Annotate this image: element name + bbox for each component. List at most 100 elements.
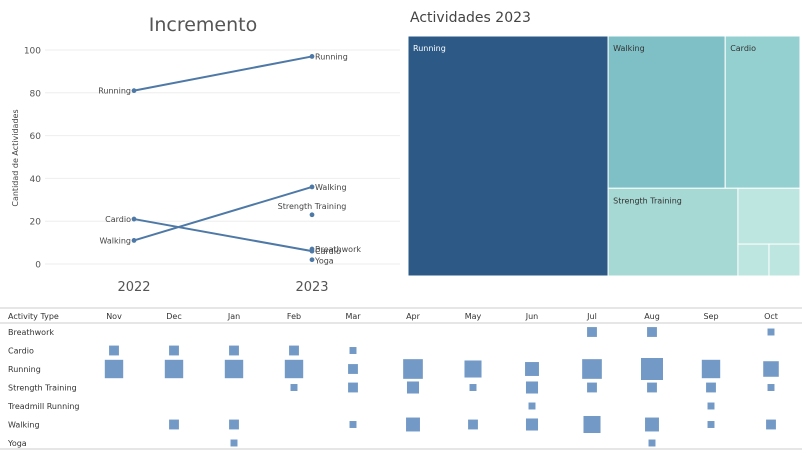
heat-mark [403, 359, 423, 379]
data-point [309, 212, 315, 218]
data-point [309, 246, 315, 252]
data-point [131, 238, 137, 243]
column-header: Aug [644, 312, 660, 321]
point-label: Yoga [314, 257, 334, 266]
heat-mark [707, 402, 715, 410]
treemap-cell [737, 243, 770, 276]
row-label: Cardio [8, 347, 34, 356]
heat-mark [468, 419, 478, 430]
column-header: Jul [586, 312, 597, 321]
y-tick-label: 40 [30, 175, 42, 185]
row-label: Treadmill Running [7, 402, 80, 411]
point-label: Walking [315, 183, 347, 192]
row-header-label: Activity Type [8, 312, 59, 321]
heat-mark [587, 382, 597, 393]
heat-mark [647, 382, 657, 393]
treemap-cell [607, 187, 739, 276]
series-line [133, 55, 313, 92]
point-label: Running [98, 87, 131, 96]
data-point [309, 184, 315, 190]
row-label: Strength Training [8, 384, 77, 393]
point-label: Strength Training [278, 202, 347, 211]
heat-mark [169, 345, 179, 356]
column-header: Jun [525, 312, 539, 321]
treemap-chart: Running Walking Cardio Strength Training [408, 36, 800, 276]
heat-mark [525, 418, 539, 431]
row-label: Yoga [7, 439, 27, 448]
heat-mark [763, 361, 779, 377]
heat-mark [229, 345, 239, 356]
heat-mark [104, 359, 124, 379]
heat-mark [349, 421, 357, 428]
heat-mark [109, 345, 119, 356]
column-header: Feb [287, 312, 301, 321]
activity-heatmap: Activity Type Nov Dec Jan Feb Mar Apr May Jun Jul… [0, 307, 802, 450]
point-label: Breathwork [315, 245, 361, 254]
heat-mark [648, 439, 656, 447]
heat-mark [641, 358, 663, 380]
column-header: Dec [166, 312, 181, 321]
data-point [131, 88, 137, 94]
heat-mark [582, 359, 602, 379]
heat-mark [230, 439, 238, 447]
point-label: Running [315, 52, 348, 61]
x-tick-label: 2023 [295, 280, 328, 295]
treemap-label: Running [413, 44, 446, 53]
column-header: Sep [703, 312, 718, 321]
treemap-cell [607, 36, 726, 189]
heat-mark [469, 384, 477, 391]
column-header: Nov [106, 312, 122, 321]
heat-mark [224, 359, 244, 379]
heat-mark [169, 419, 179, 430]
point-label: Walking [99, 236, 131, 245]
series-line [133, 186, 313, 242]
x-tick-label: 2022 [117, 280, 150, 295]
column-header: May [465, 312, 482, 321]
heat-mark [706, 382, 716, 393]
heat-mark [701, 359, 721, 379]
heat-mark [348, 382, 358, 393]
heat-mark [767, 328, 775, 336]
heat-mark [766, 419, 776, 430]
heat-mark [164, 359, 184, 379]
heat-mark [767, 384, 775, 391]
y-tick-label: 100 [24, 47, 41, 57]
treemap-cell [737, 187, 800, 245]
data-point [309, 257, 315, 263]
data-point [131, 216, 137, 222]
heat-mark [284, 359, 304, 379]
heat-mark [587, 327, 597, 337]
column-header: Mar [345, 312, 361, 321]
treemap-title: Actividades 2023 [410, 10, 531, 26]
heat-mark [406, 417, 420, 432]
y-axis-label: Cantidad de Actividades [11, 109, 20, 206]
column-header: Apr [406, 312, 421, 321]
heat-mark [528, 402, 536, 410]
treemap-cell [408, 36, 609, 276]
heat-mark [707, 421, 715, 428]
heat-mark [229, 419, 239, 430]
column-header: Jan [227, 312, 240, 321]
row-label: Running [8, 365, 41, 374]
heat-mark [289, 345, 299, 356]
heat-mark [647, 327, 657, 337]
treemap-label: Strength Training [613, 196, 682, 205]
series-line [133, 218, 313, 253]
row-label: Walking [8, 421, 40, 430]
point-label: Cardio [315, 247, 341, 256]
heat-mark [349, 347, 357, 354]
heat-mark [406, 381, 420, 394]
treemap-cell [768, 243, 800, 276]
treemap-label: Walking [613, 44, 645, 53]
point-label: Cardio [105, 215, 131, 224]
heat-mark [525, 362, 539, 376]
heat-mark [525, 381, 539, 394]
heat-mark [583, 415, 601, 434]
heat-mark [464, 360, 482, 378]
column-header: Oct [764, 312, 778, 321]
treemap-cell [724, 36, 800, 189]
heat-mark [645, 417, 659, 432]
y-tick-label: 20 [30, 218, 42, 228]
heat-mark [290, 384, 298, 391]
treemap-label: Cardio [730, 44, 756, 53]
